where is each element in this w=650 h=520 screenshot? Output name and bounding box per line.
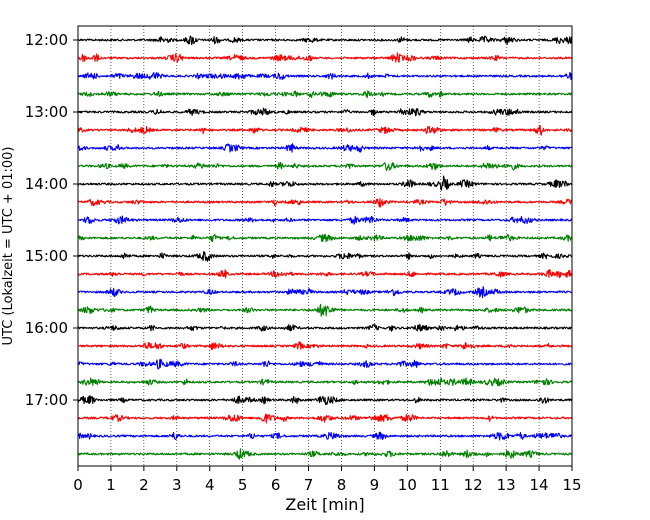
x-tick-label: 10 [398, 476, 417, 494]
x-axis-label: Zeit [min] [285, 495, 364, 514]
y-tick-label: 14:00 [25, 175, 68, 193]
trace-row [77, 52, 573, 63]
trace-row [77, 395, 573, 406]
y-tick-label: 15:00 [25, 247, 68, 265]
x-tick-label: 2 [139, 476, 149, 494]
seismic-traces [77, 35, 573, 460]
trace-row [77, 341, 573, 350]
x-tick-label: 9 [370, 476, 380, 494]
y-tick-label: 13:00 [25, 103, 68, 121]
y-axis-label: UTC (Lokalzeit = UTC + 01:00) [1, 147, 16, 346]
trace-row [77, 35, 573, 46]
x-tick-label: 8 [337, 476, 347, 494]
trace-row [77, 175, 573, 191]
trace-row [77, 233, 573, 243]
x-tick-label: 0 [73, 476, 83, 494]
plot-frame [77, 25, 573, 467]
trace-row [77, 71, 573, 81]
plot-background [78, 26, 572, 466]
trace-row [77, 303, 573, 317]
x-tick-label: 13 [497, 476, 516, 494]
trace-row [77, 413, 573, 424]
x-tick-label: 7 [304, 476, 314, 494]
trace-row [77, 269, 573, 279]
x-tick-label: 1 [106, 476, 116, 494]
x-tick-label: 11 [431, 476, 450, 494]
trace-row [77, 198, 573, 208]
x-tick-label: 6 [271, 476, 281, 494]
trace-row [77, 251, 573, 262]
x-tick-label: 14 [530, 476, 549, 494]
y-tick-label: 17:00 [25, 391, 68, 409]
trace-row [77, 431, 573, 441]
trace-row [77, 215, 573, 225]
trace-row [77, 448, 573, 460]
x-axis-ticks: 0 1 2 3 4 5 6 7 8 9 10 11 12 13 14 15 [73, 466, 582, 494]
x-tick-label: 4 [205, 476, 215, 494]
y-tick-label: 16:00 [25, 319, 68, 337]
trace-row [77, 377, 573, 387]
trace-row [77, 143, 573, 153]
trace-row [77, 161, 573, 171]
trace-row [77, 107, 573, 117]
x-tick-label: 3 [172, 476, 182, 494]
trace-row [77, 323, 573, 332]
y-tick-label: 12:00 [25, 31, 68, 49]
x-tick-label: 5 [238, 476, 248, 494]
x-tick-label: 12 [464, 476, 483, 494]
y-axis-ticks: 12:00 13:00 14:00 15:00 16:00 17:00 [25, 31, 78, 409]
trace-row [77, 125, 573, 136]
grid-lines [110, 26, 540, 466]
trace-row [77, 286, 573, 299]
trace-row [77, 358, 573, 370]
trace-row [77, 90, 573, 99]
x-tick-label: 15 [562, 476, 581, 494]
